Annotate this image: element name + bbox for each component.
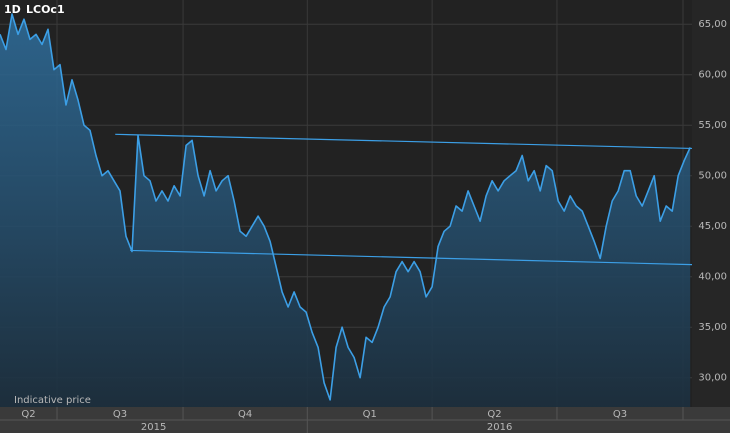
quarter-label: Q3 — [113, 409, 127, 420]
y-tick-label: 45,00 — [698, 221, 727, 232]
quarter-label: Q2 — [21, 409, 35, 420]
year-label: 2016 — [487, 422, 512, 433]
year-label: 2015 — [141, 422, 166, 433]
quarter-label: Q4 — [238, 409, 252, 420]
quarter-label: Q3 — [613, 409, 627, 420]
y-tick-label: 65,00 — [698, 19, 727, 30]
quarter-label: Q2 — [487, 409, 501, 420]
price-area — [0, 14, 691, 407]
interval: 1D — [4, 3, 21, 16]
y-tick-label: 55,00 — [698, 120, 727, 131]
trend-line — [115, 133, 693, 150]
y-axis-panel — [692, 0, 730, 407]
quarter-label: Q1 — [363, 409, 377, 420]
y-tick-label: 40,00 — [698, 272, 727, 283]
y-tick-label: 35,00 — [698, 322, 727, 333]
price-line — [0, 13, 691, 401]
y-tick-label: 50,00 — [698, 171, 727, 182]
symbol: LCOc1 — [26, 3, 65, 16]
y-tick-label: 30,00 — [698, 373, 727, 384]
note: Indicative price — [14, 395, 91, 406]
trend-line — [130, 249, 693, 266]
y-tick-label: 60,00 — [698, 70, 727, 81]
